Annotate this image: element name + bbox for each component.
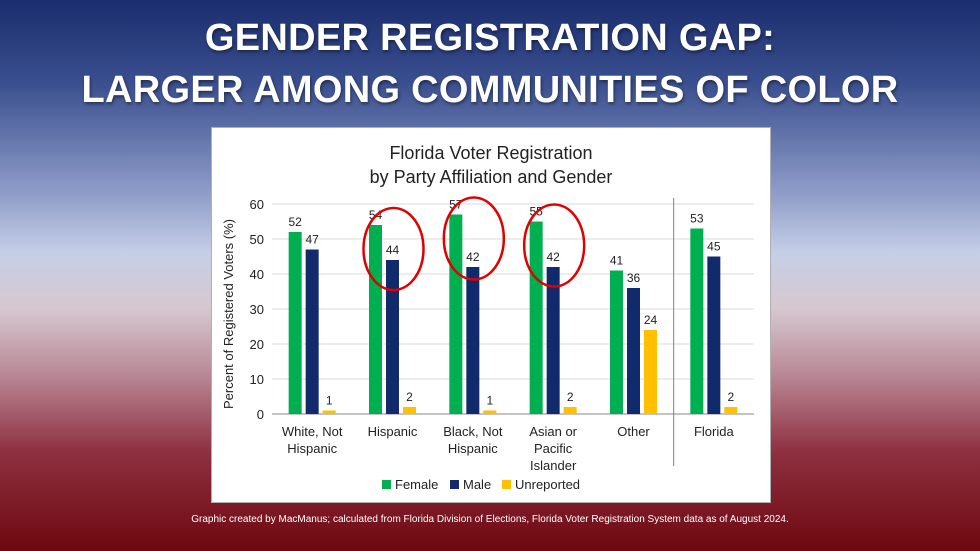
- bar-male-3: [546, 267, 560, 414]
- bar-male-1: [386, 260, 399, 414]
- highlight-circle-1: [362, 206, 425, 292]
- bar-female-0: [288, 232, 302, 414]
- data-label-male-2: 42: [466, 250, 480, 264]
- category-label-1: Hispanic: [368, 424, 418, 439]
- legend-label-unreported: Unreported: [515, 477, 580, 492]
- data-label-unreported-1: 2: [406, 390, 413, 404]
- y-tick-label: 10: [250, 372, 264, 387]
- data-label-male-3: 42: [546, 250, 560, 264]
- category-label-2: Black, Not: [443, 424, 503, 439]
- chart-subtitle: by Party Affiliation and Gender: [370, 167, 613, 187]
- y-tick-label: 30: [250, 302, 264, 317]
- category-label-0: White, Not: [282, 424, 343, 439]
- y-tick-label: 20: [250, 337, 264, 352]
- y-tick-label: 40: [250, 267, 264, 282]
- slide-title-line-2: LARGER AMONG COMMUNITIES OF COLOR: [81, 69, 899, 111]
- slide-title-line-1: GENDER REGISTRATION GAP:: [204, 17, 776, 59]
- bar-male-2: [466, 267, 480, 414]
- data-label-unreported-0: 1: [326, 394, 333, 408]
- legend-swatch-unreported: [502, 480, 511, 489]
- legend-label-male: Male: [463, 477, 491, 492]
- highlight-circle-2: [442, 196, 506, 281]
- slide-title: GENDER REGISTRATION GAP: LARGER AMONG CO…: [0, 12, 980, 116]
- bar-male-5: [707, 256, 721, 414]
- highlight-circle-3: [522, 203, 586, 288]
- category-label-5: Florida: [694, 424, 735, 439]
- bar-unreported-5: [724, 407, 738, 414]
- bar-unreported-3: [563, 407, 577, 414]
- y-axis-label: Percent of Registered Voters (%): [221, 219, 236, 409]
- category-label-3: Pacific: [534, 441, 573, 456]
- bar-female-4: [610, 270, 623, 414]
- category-label-3: Asian or: [529, 424, 577, 439]
- bar-chart: Florida Voter Registration by Party Affil…: [221, 143, 754, 492]
- bar-unreported-4: [644, 330, 657, 414]
- data-label-unreported-3: 2: [567, 390, 574, 404]
- category-label-2: Hispanic: [448, 441, 498, 456]
- chart-title: Florida Voter Registration: [389, 143, 592, 163]
- y-tick-label: 50: [250, 232, 264, 247]
- data-label-female-0: 52: [288, 215, 302, 229]
- data-label-female-4: 41: [610, 254, 624, 268]
- data-label-male-1: 44: [386, 243, 400, 257]
- bar-female-2: [449, 214, 463, 414]
- chart-panel: Florida Voter Registration by Party Affil…: [211, 127, 771, 503]
- category-label-0: Hispanic: [287, 441, 337, 456]
- data-label-unreported-5: 2: [727, 390, 734, 404]
- bar-female-3: [529, 221, 543, 414]
- bar-unreported-2: [483, 410, 497, 414]
- legend-swatch-male: [450, 480, 459, 489]
- bar-male-0: [305, 249, 319, 414]
- data-label-female-5: 53: [690, 212, 704, 226]
- category-label-3: Islander: [530, 458, 577, 473]
- data-label-male-0: 47: [305, 233, 319, 247]
- bar-female-1: [369, 225, 382, 414]
- bar-female-5: [690, 228, 704, 414]
- legend-swatch-female: [382, 480, 391, 489]
- legend-label-female: Female: [395, 477, 438, 492]
- footnote: Graphic created by MacManus; calculated …: [191, 514, 789, 525]
- data-label-unreported-4: 24: [644, 313, 658, 327]
- bar-male-4: [627, 288, 640, 414]
- y-tick-label: 0: [257, 407, 264, 422]
- data-label-male-4: 36: [627, 271, 641, 285]
- y-tick-label: 60: [250, 197, 264, 212]
- bar-unreported-0: [322, 410, 336, 414]
- bar-unreported-1: [403, 407, 416, 414]
- category-label-4: Other: [617, 424, 650, 439]
- data-label-unreported-2: 1: [486, 394, 493, 408]
- data-label-male-5: 45: [707, 240, 721, 254]
